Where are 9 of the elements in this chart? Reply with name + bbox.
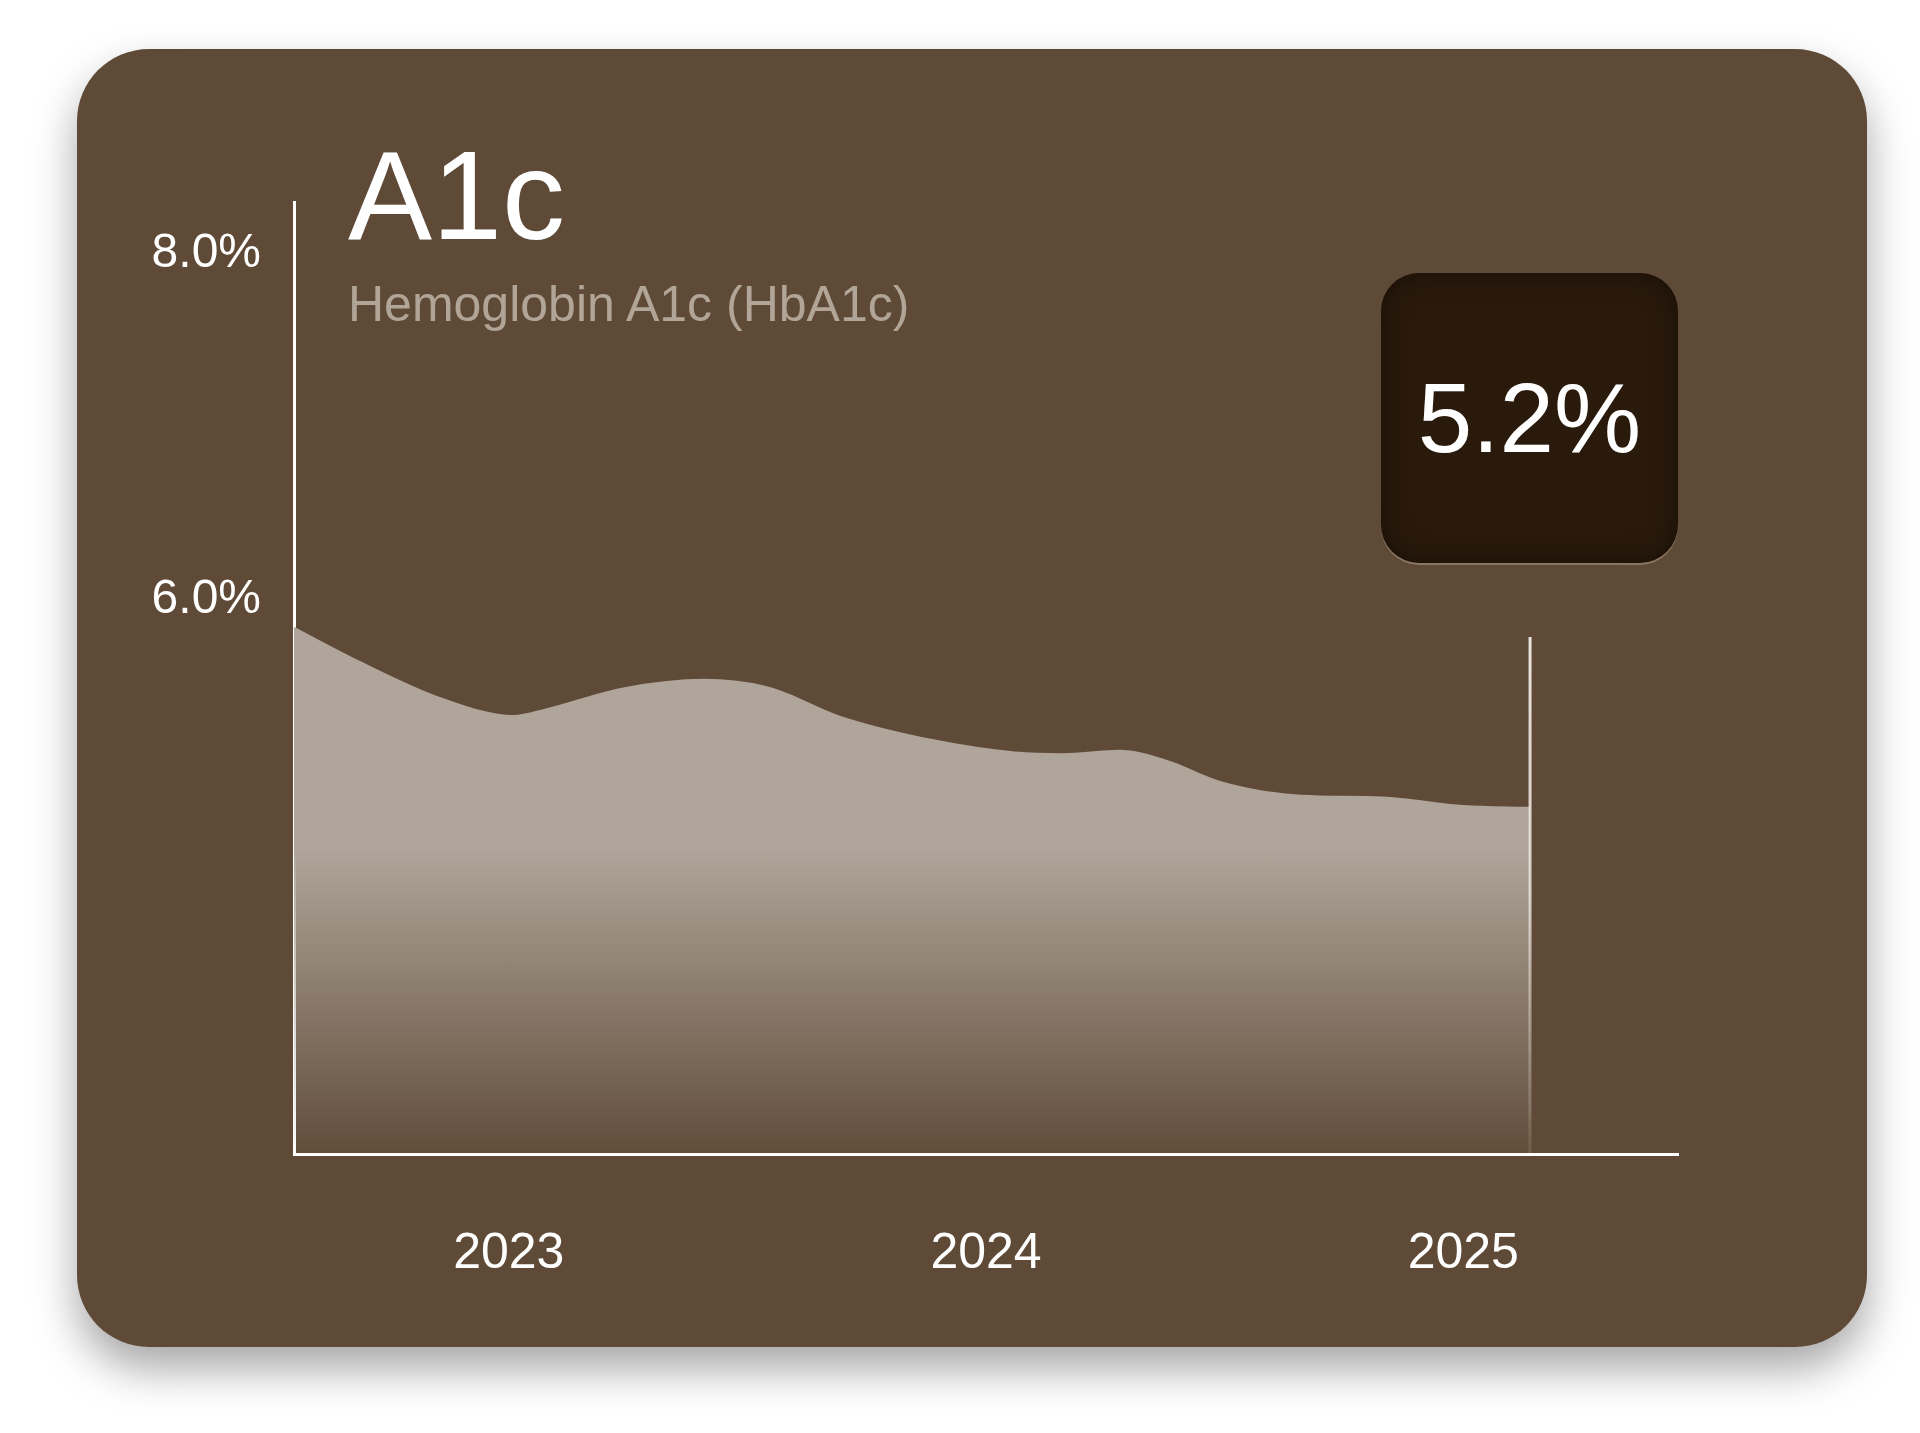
text: Hemoglobin A1c (HbA1c) [348,276,910,332]
x-tick-label: 2023 [453,1222,565,1279]
y-tick-label: 8.0% [151,224,261,278]
x-tick-label: 2024 [930,1222,1042,1279]
x-tick-label: 2025 [1407,1222,1519,1279]
chart-title: A1c [348,125,566,266]
callout-box: 5.2% [1381,273,1678,563]
annotation: 5.2% [1417,363,1642,473]
y-tick-label: 6.0% [151,570,261,624]
